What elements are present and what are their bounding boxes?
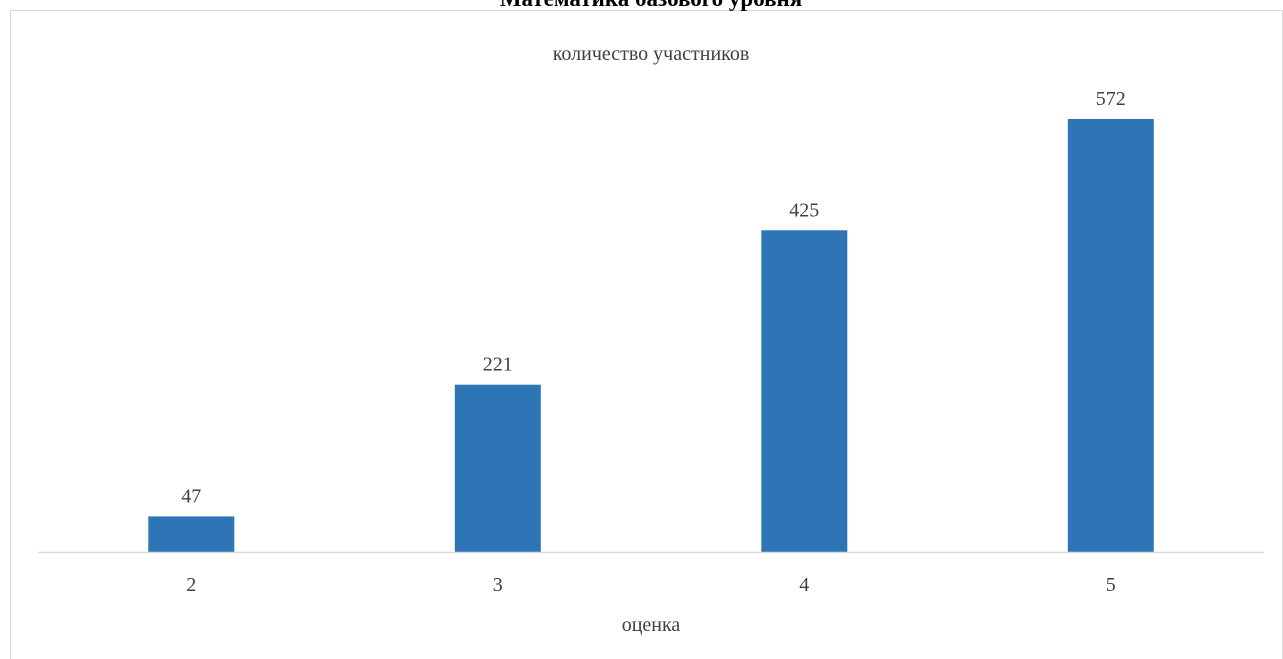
- x-tick-label-4: 4: [799, 574, 809, 596]
- bar-2: [148, 516, 235, 552]
- data-label-4: 425: [789, 199, 819, 221]
- bars-layer: [148, 119, 1154, 553]
- chart-title: Математика базового уровня: [500, 0, 803, 11]
- bar-3: [454, 384, 541, 552]
- bar-4: [761, 230, 848, 553]
- chart-subtitle: количество участников: [553, 43, 750, 65]
- data-label-3: 221: [483, 354, 513, 376]
- x-tick-label-2: 2: [186, 574, 196, 596]
- x-tick-labels-layer: 2 3 4 5: [186, 574, 1116, 596]
- data-label-5: 572: [1096, 88, 1126, 110]
- x-tick-label-3: 3: [493, 574, 503, 596]
- x-tick-label-5: 5: [1106, 574, 1116, 596]
- bar-5: [1067, 119, 1154, 552]
- data-labels-layer: 47 221 425 572: [181, 88, 1126, 507]
- data-label-2: 47: [181, 485, 201, 507]
- x-axis-title: оценка: [622, 614, 681, 636]
